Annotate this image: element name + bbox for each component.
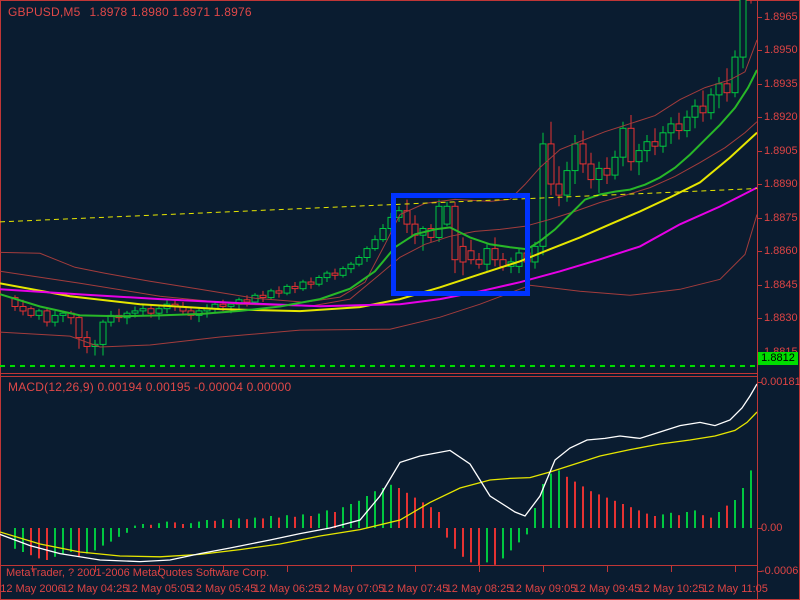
price-axis-label: 1.8875 <box>764 212 798 224</box>
time-tick <box>351 566 352 572</box>
time-tick <box>479 566 480 572</box>
price-tick <box>757 251 762 252</box>
bollinger-upper-line <box>0 39 757 303</box>
macd-canvas[interactable] <box>0 377 757 565</box>
panel-separator-top <box>0 373 757 374</box>
bollinger-middle-line <box>0 121 757 307</box>
macd-tick <box>757 571 762 572</box>
price-tick <box>757 84 762 85</box>
price-axis-label: 1.8935 <box>764 78 798 90</box>
time-axis-label: 12 May 07:05 <box>317 583 385 595</box>
macd-axis-label: 0.00181 <box>761 376 800 388</box>
time-axis-label: 12 May 09:45 <box>573 583 641 595</box>
macd-tick <box>757 528 762 529</box>
copyright-label: MetaTrader, ? 2001-2006 MetaQuotes Softw… <box>6 567 270 579</box>
time-axis-label: 12 May 08:25 <box>445 583 513 595</box>
time-axis-label: 12 May 05:45 <box>189 583 257 595</box>
trendline-dashed-line <box>0 188 757 223</box>
panel-separator-bottom <box>0 376 757 377</box>
price-axis-label: 1.8890 <box>764 178 798 190</box>
price-axis-label: 1.8965 <box>764 11 798 23</box>
time-axis-label: 12 May 06:25 <box>253 583 321 595</box>
macd-axis-label: -0.0006 <box>761 565 799 577</box>
price-axis-label: 1.8830 <box>764 312 798 324</box>
time-axis-label: 12 May 11:05 <box>702 583 768 595</box>
time-tick <box>223 566 224 572</box>
price-tick <box>757 17 762 18</box>
time-tick <box>287 566 288 572</box>
price-axis-label: 1.8845 <box>764 279 798 291</box>
time-axis-label: 12 May 07:45 <box>381 583 449 595</box>
ma-fast-green-line <box>0 69 757 318</box>
ma-yellow-line <box>0 131 757 313</box>
price-chart-canvas[interactable] <box>0 0 757 374</box>
time-tick <box>159 566 160 572</box>
price-chart-panel[interactable]: GBPUSD,M5 1.8978 1.8980 1.8971 1.8976 <box>0 0 757 374</box>
annotation-rectangle <box>391 193 530 296</box>
time-axis-label: 12 May 09:05 <box>509 583 577 595</box>
price-tick <box>757 184 762 185</box>
time-axis-label: 12 May 05:05 <box>125 583 193 595</box>
price-tick <box>757 50 762 51</box>
bid-price-badge: 1.8812 <box>758 352 798 365</box>
macd-main-line <box>0 383 757 563</box>
time-axis-label: 12 May 10:25 <box>637 583 705 595</box>
time-axis-label: 12 May 04:25 <box>61 583 129 595</box>
price-axis-label: 1.8860 <box>764 245 798 257</box>
time-tick <box>671 566 672 572</box>
axis-separator <box>757 0 758 600</box>
symbol-timeframe-label: GBPUSD,M5 <box>8 5 81 19</box>
price-tick <box>757 318 762 319</box>
macd-title: MACD(12,26,9) 0.00194 0.00195 -0.00004 0… <box>8 380 291 394</box>
macd-tick <box>757 382 762 383</box>
time-tick <box>735 566 736 572</box>
price-tick <box>757 285 762 286</box>
time-tick <box>32 566 33 572</box>
bollinger-lower-line <box>0 214 757 348</box>
price-tick <box>757 117 762 118</box>
price-axis-label: 1.8920 <box>764 111 798 123</box>
time-tick <box>543 566 544 572</box>
macd-axis-label: 0.00 <box>761 522 783 534</box>
time-tick <box>95 566 96 572</box>
price-tick <box>757 218 762 219</box>
time-tick <box>607 566 608 572</box>
chart-title: GBPUSD,M5 1.8978 1.8980 1.8971 1.8976 <box>8 5 252 19</box>
price-axis-label: 1.8950 <box>764 44 798 56</box>
time-tick <box>415 566 416 572</box>
price-axis-label: 1.8905 <box>764 145 798 157</box>
macd-signal-line <box>0 411 757 558</box>
time-axis-label: 12 May 2006 <box>0 583 64 595</box>
macd-indicator-panel[interactable]: MACD(12,26,9) 0.00194 0.00195 -0.00004 0… <box>0 377 757 565</box>
macd-params-label: MACD(12,26,9) 0.00194 0.00195 -0.00004 0… <box>8 380 292 394</box>
ohlc-values-label: 1.8978 1.8980 1.8971 1.8976 <box>89 5 252 19</box>
macd-bottom-border <box>0 565 757 566</box>
price-tick <box>757 151 762 152</box>
macd-histogram <box>14 470 752 565</box>
